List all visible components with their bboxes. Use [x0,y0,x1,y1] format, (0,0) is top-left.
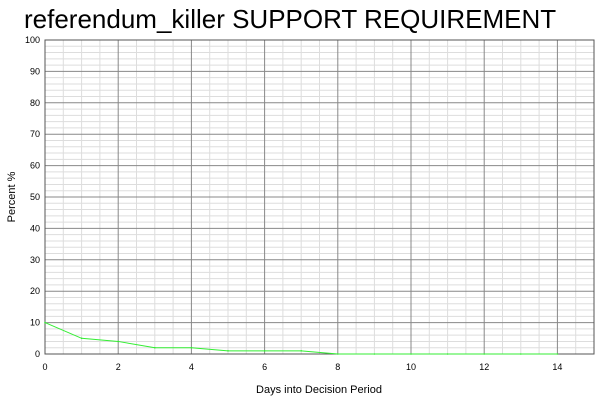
y-tick-label: 20 [30,286,40,296]
y-tick-label: 10 [30,318,40,328]
data-points [44,321,559,355]
data-point [373,353,376,355]
y-tick-label: 70 [30,129,40,139]
y-axis-title: Percent % [6,171,18,222]
data-point [520,353,522,355]
data-point [227,350,229,352]
x-tick-label: 0 [42,362,47,372]
y-tick-label: 80 [30,98,40,108]
y-tick-label: 50 [30,192,40,202]
data-point [337,353,339,355]
data-point [80,337,83,340]
data-point [300,350,303,352]
y-axis-tick-labels: 0 10 20 30 40 50 60 70 80 90 100 [25,35,40,359]
x-tick-label: 14 [552,362,562,372]
x-axis-tick-labels: 0 2 4 6 8 10 12 14 [42,362,562,372]
x-tick-label: 12 [479,362,489,372]
data-point [154,346,156,349]
data-point [410,353,412,355]
data-point [263,350,266,352]
data-point [483,353,486,355]
data-point [44,321,46,324]
y-tick-label: 30 [30,255,40,265]
data-point [190,346,193,349]
x-tick-label: 4 [189,362,194,372]
y-tick-label: 90 [30,66,40,76]
y-tick-label: 60 [30,161,40,171]
data-point [556,353,559,355]
x-tick-label: 6 [262,362,267,372]
chart-title: referendum_killer SUPPORT REQUIREMENT [24,4,557,34]
plot-border [44,39,595,355]
x-tick-label: 2 [116,362,121,372]
x-axis-title: Days into Decision Period [256,384,382,396]
x-tick-label: 8 [335,362,340,372]
x-tick-label: 10 [406,362,416,372]
data-point [117,340,119,343]
y-tick-label: 40 [30,223,40,233]
data-point [446,353,449,355]
y-tick-label: 100 [25,35,40,45]
y-tick-label: 0 [35,349,40,359]
